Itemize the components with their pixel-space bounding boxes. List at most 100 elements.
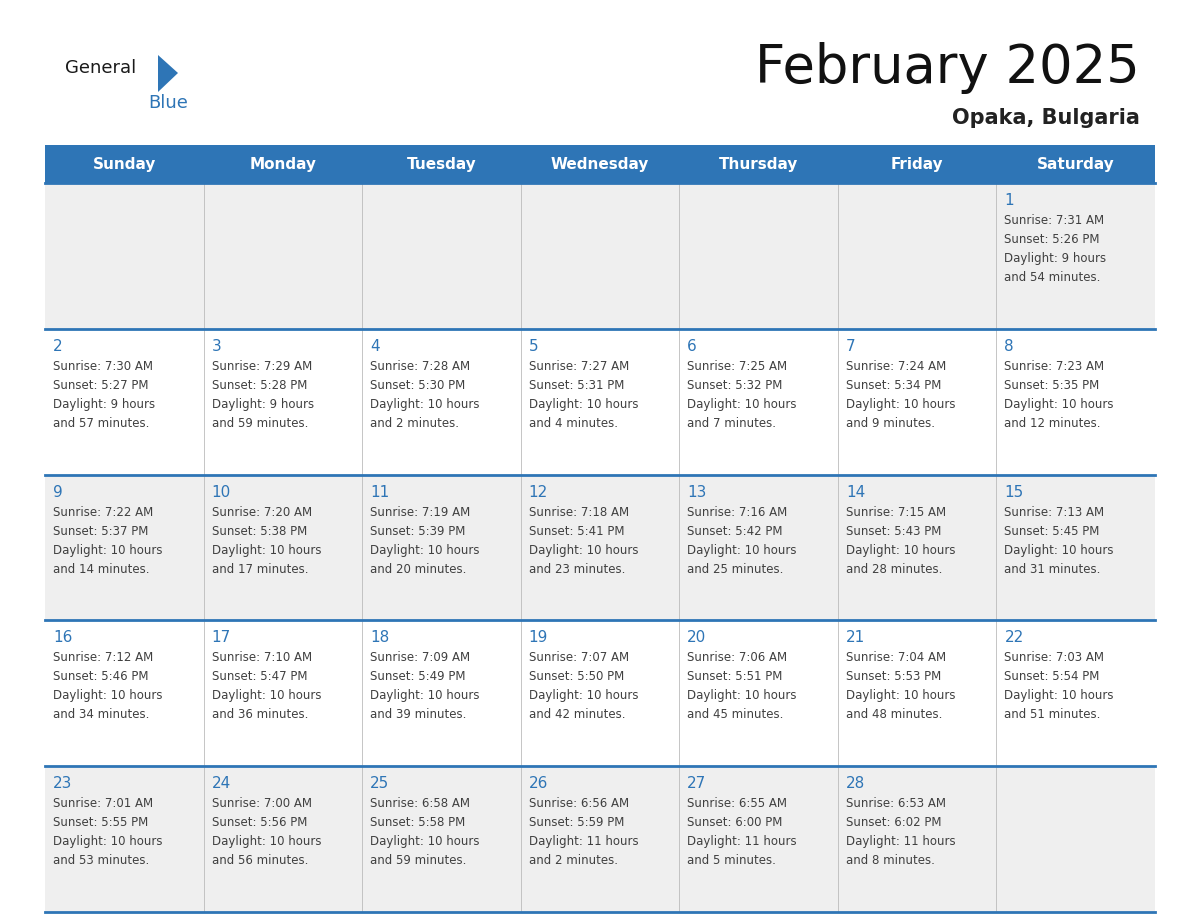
Text: and 39 minutes.: and 39 minutes. xyxy=(371,709,467,722)
Text: 22: 22 xyxy=(1004,631,1024,645)
Text: Thursday: Thursday xyxy=(719,156,798,172)
Text: and 36 minutes.: and 36 minutes. xyxy=(211,709,308,722)
Text: Sunset: 5:54 PM: Sunset: 5:54 PM xyxy=(1004,670,1100,683)
Text: and 25 minutes.: and 25 minutes. xyxy=(688,563,784,576)
Text: Sunrise: 7:30 AM: Sunrise: 7:30 AM xyxy=(53,360,153,373)
Text: Daylight: 10 hours: Daylight: 10 hours xyxy=(371,689,480,702)
Text: Daylight: 10 hours: Daylight: 10 hours xyxy=(688,689,797,702)
Text: Sunset: 5:56 PM: Sunset: 5:56 PM xyxy=(211,816,307,829)
Text: Sunrise: 7:03 AM: Sunrise: 7:03 AM xyxy=(1004,652,1105,665)
Text: Sunset: 5:41 PM: Sunset: 5:41 PM xyxy=(529,524,624,538)
Text: and 48 minutes.: and 48 minutes. xyxy=(846,709,942,722)
Text: 6: 6 xyxy=(688,339,697,353)
Text: and 4 minutes.: and 4 minutes. xyxy=(529,417,618,430)
Text: Sunrise: 7:24 AM: Sunrise: 7:24 AM xyxy=(846,360,946,373)
Text: Sunrise: 6:58 AM: Sunrise: 6:58 AM xyxy=(371,797,470,811)
Text: Sunset: 5:50 PM: Sunset: 5:50 PM xyxy=(529,670,624,683)
Text: Tuesday: Tuesday xyxy=(406,156,476,172)
Text: Daylight: 10 hours: Daylight: 10 hours xyxy=(211,835,321,848)
Text: and 23 minutes.: and 23 minutes. xyxy=(529,563,625,576)
Bar xyxy=(45,183,1155,329)
Text: and 45 minutes.: and 45 minutes. xyxy=(688,709,784,722)
Bar xyxy=(45,475,1155,621)
Text: Sunset: 5:53 PM: Sunset: 5:53 PM xyxy=(846,670,941,683)
Bar xyxy=(45,767,1155,912)
Text: 14: 14 xyxy=(846,485,865,499)
Bar xyxy=(45,145,1155,183)
Text: Daylight: 10 hours: Daylight: 10 hours xyxy=(846,397,955,410)
Text: Sunrise: 7:12 AM: Sunrise: 7:12 AM xyxy=(53,652,153,665)
Text: Sunset: 5:38 PM: Sunset: 5:38 PM xyxy=(211,524,307,538)
Text: Daylight: 10 hours: Daylight: 10 hours xyxy=(53,835,163,848)
Text: Sunrise: 7:15 AM: Sunrise: 7:15 AM xyxy=(846,506,946,519)
Text: Sunset: 5:30 PM: Sunset: 5:30 PM xyxy=(371,379,466,392)
Text: Daylight: 10 hours: Daylight: 10 hours xyxy=(529,689,638,702)
Text: and 59 minutes.: and 59 minutes. xyxy=(211,417,308,430)
Text: 3: 3 xyxy=(211,339,221,353)
Text: 26: 26 xyxy=(529,777,548,791)
Text: Daylight: 10 hours: Daylight: 10 hours xyxy=(688,397,797,410)
Text: Daylight: 10 hours: Daylight: 10 hours xyxy=(529,543,638,556)
Text: Sunrise: 7:28 AM: Sunrise: 7:28 AM xyxy=(371,360,470,373)
Polygon shape xyxy=(158,55,178,92)
Text: 28: 28 xyxy=(846,777,865,791)
Text: Daylight: 10 hours: Daylight: 10 hours xyxy=(53,543,163,556)
Text: 18: 18 xyxy=(371,631,390,645)
Text: Sunset: 5:46 PM: Sunset: 5:46 PM xyxy=(53,670,148,683)
Text: Sunrise: 7:19 AM: Sunrise: 7:19 AM xyxy=(371,506,470,519)
Text: and 59 minutes.: and 59 minutes. xyxy=(371,855,467,868)
Text: Sunrise: 7:07 AM: Sunrise: 7:07 AM xyxy=(529,652,628,665)
Text: Monday: Monday xyxy=(249,156,316,172)
Text: Saturday: Saturday xyxy=(1037,156,1114,172)
Text: 17: 17 xyxy=(211,631,230,645)
Text: Daylight: 10 hours: Daylight: 10 hours xyxy=(211,543,321,556)
Text: Sunrise: 7:20 AM: Sunrise: 7:20 AM xyxy=(211,506,311,519)
Text: 15: 15 xyxy=(1004,485,1024,499)
Text: Daylight: 11 hours: Daylight: 11 hours xyxy=(846,835,955,848)
Text: and 5 minutes.: and 5 minutes. xyxy=(688,855,776,868)
Text: Daylight: 10 hours: Daylight: 10 hours xyxy=(211,689,321,702)
Text: and 12 minutes.: and 12 minutes. xyxy=(1004,417,1101,430)
Text: and 8 minutes.: and 8 minutes. xyxy=(846,855,935,868)
Text: Sunset: 5:27 PM: Sunset: 5:27 PM xyxy=(53,379,148,392)
Text: and 20 minutes.: and 20 minutes. xyxy=(371,563,467,576)
Text: 21: 21 xyxy=(846,631,865,645)
Text: Sunset: 6:00 PM: Sunset: 6:00 PM xyxy=(688,816,783,829)
Text: Sunset: 5:42 PM: Sunset: 5:42 PM xyxy=(688,524,783,538)
Text: Sunrise: 7:29 AM: Sunrise: 7:29 AM xyxy=(211,360,311,373)
Text: and 51 minutes.: and 51 minutes. xyxy=(1004,709,1101,722)
Text: 16: 16 xyxy=(53,631,72,645)
Text: Sunrise: 7:06 AM: Sunrise: 7:06 AM xyxy=(688,652,788,665)
Text: Daylight: 10 hours: Daylight: 10 hours xyxy=(1004,543,1114,556)
Text: 5: 5 xyxy=(529,339,538,353)
Text: Sunset: 6:02 PM: Sunset: 6:02 PM xyxy=(846,816,941,829)
Text: Sunset: 5:26 PM: Sunset: 5:26 PM xyxy=(1004,233,1100,246)
Text: and 34 minutes.: and 34 minutes. xyxy=(53,709,150,722)
Text: Sunset: 5:59 PM: Sunset: 5:59 PM xyxy=(529,816,624,829)
Text: 11: 11 xyxy=(371,485,390,499)
Text: Sunset: 5:43 PM: Sunset: 5:43 PM xyxy=(846,524,941,538)
Text: 9: 9 xyxy=(53,485,63,499)
Text: and 2 minutes.: and 2 minutes. xyxy=(529,855,618,868)
Text: 27: 27 xyxy=(688,777,707,791)
Text: Sunrise: 7:25 AM: Sunrise: 7:25 AM xyxy=(688,360,788,373)
Text: Sunset: 5:47 PM: Sunset: 5:47 PM xyxy=(211,670,307,683)
Text: Daylight: 10 hours: Daylight: 10 hours xyxy=(371,397,480,410)
Text: 13: 13 xyxy=(688,485,707,499)
Text: Sunrise: 7:01 AM: Sunrise: 7:01 AM xyxy=(53,797,153,811)
Text: and 14 minutes.: and 14 minutes. xyxy=(53,563,150,576)
Text: and 31 minutes.: and 31 minutes. xyxy=(1004,563,1101,576)
Text: Daylight: 10 hours: Daylight: 10 hours xyxy=(688,543,797,556)
Text: Daylight: 9 hours: Daylight: 9 hours xyxy=(211,397,314,410)
Text: Daylight: 11 hours: Daylight: 11 hours xyxy=(529,835,638,848)
Text: Sunrise: 7:04 AM: Sunrise: 7:04 AM xyxy=(846,652,946,665)
Text: and 7 minutes.: and 7 minutes. xyxy=(688,417,776,430)
Text: Sunrise: 7:31 AM: Sunrise: 7:31 AM xyxy=(1004,214,1105,227)
Text: Sunrise: 7:23 AM: Sunrise: 7:23 AM xyxy=(1004,360,1105,373)
Text: and 17 minutes.: and 17 minutes. xyxy=(211,563,308,576)
Text: General: General xyxy=(65,59,137,77)
Text: 12: 12 xyxy=(529,485,548,499)
Text: Sunset: 5:32 PM: Sunset: 5:32 PM xyxy=(688,379,783,392)
Text: Sunrise: 6:55 AM: Sunrise: 6:55 AM xyxy=(688,797,788,811)
Text: Sunday: Sunday xyxy=(93,156,156,172)
